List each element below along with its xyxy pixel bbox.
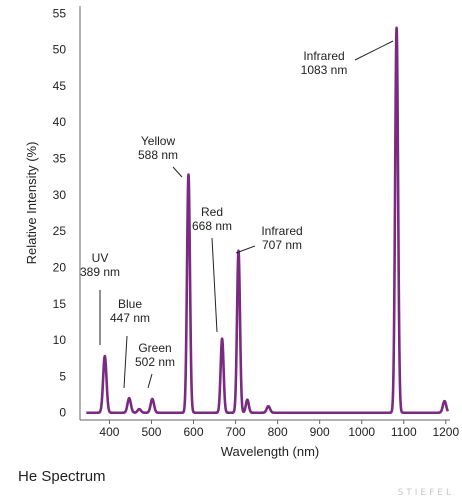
y-tick-label: 35 [53,152,67,166]
watermark: STIEFEL [397,488,454,498]
x-tick-label: 500 [141,425,161,439]
annotation-label: UV [92,251,109,265]
x-tick-label: 800 [268,425,288,439]
y-tick-label: 10 [53,333,67,347]
y-tick-label: 5 [59,369,66,383]
annotation-label: 502 nm [135,355,175,369]
annotation-leader [211,237,218,333]
y-tick-label: 0 [59,406,66,420]
annotation-label: Infrared [303,49,344,63]
y-tick-label: 15 [53,297,67,311]
x-axis-title: Wavelength (nm) [221,444,320,459]
x-tick-label: 400 [99,425,119,439]
y-tick-label: 20 [53,260,67,274]
annotation-label: 447 nm [110,311,150,325]
annotation-leader [172,166,183,178]
annotation-leader [147,373,153,389]
y-tick-label: 30 [53,188,67,202]
x-tick-label: 900 [310,425,330,439]
x-tick-label: 1000 [348,425,375,439]
y-axis-ticks: 0 5 10 15 20 25 30 35 40 45 50 55 [53,6,67,419]
annotation-label: Green [138,341,171,355]
spectrum-caption: He Spectrum [18,468,106,485]
spectrum-line [85,26,450,415]
y-tick-label: 50 [53,43,67,57]
y-tick-label: 55 [53,6,67,20]
annotation-leader [354,40,394,61]
x-axis-ticks: 400 500 600 700 800 900 1000 1100 1200 [99,420,459,439]
annotation-label: Blue [118,297,142,311]
y-axis-title: Relative Intensity (%) [24,142,39,265]
y-tick-label: 25 [53,224,67,238]
annotation-label: 1083 nm [301,63,348,77]
annotation-label: Red [201,205,223,219]
y-tick-label: 40 [53,115,67,129]
annotation-label: 389 nm [80,265,120,279]
x-tick-label: 600 [184,425,204,439]
annotation-leader [123,335,128,389]
annotation-label: Yellow [141,134,176,148]
annotation-label: Infrared [261,224,302,238]
x-tick-label: 1200 [432,425,459,439]
annotation-leader [235,245,256,254]
y-tick-label: 45 [53,79,67,93]
plot-area [79,6,450,421]
annotation-label: 707 nm [262,238,302,252]
x-tick-label: 1100 [391,425,417,439]
annotation-label: 588 nm [138,148,178,162]
he-spectrum-chart: 0 5 10 15 20 25 30 35 40 45 50 55 400 500 600 700 800 90… [24,6,459,459]
x-tick-label: 700 [226,425,246,439]
annotation-label: 668 nm [192,219,232,233]
